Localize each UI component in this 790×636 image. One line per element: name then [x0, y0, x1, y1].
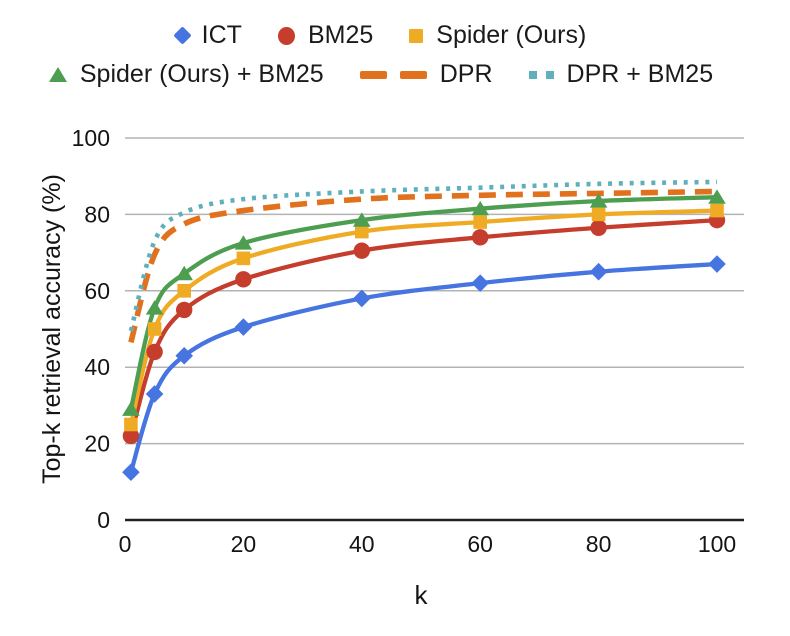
triangle-marker [471, 200, 489, 216]
dot-segment [545, 70, 554, 79]
legend-row-1: ICT BM25 Spider (Ours) [172, 21, 586, 50]
x-tick-label: 60 [467, 531, 493, 557]
legend-label: Spider (Ours) + BM25 [79, 60, 324, 88]
legend-item-dpr: DPR [359, 60, 493, 89]
legend-item-spider-ours: Spider (Ours) [409, 21, 586, 50]
triangle-icon [48, 67, 67, 82]
triangle-marker [234, 235, 253, 250]
square-marker [236, 251, 251, 266]
square-marker [355, 224, 369, 239]
series-line-ict [128, 261, 718, 473]
y-tick-label: 80 [84, 201, 110, 227]
diamond-marker [708, 255, 726, 273]
diamond-marker [175, 346, 193, 365]
square-marker [473, 215, 487, 229]
legend-item-ict: ICT [172, 21, 242, 50]
series-line-dpr-bm25 [128, 179, 718, 332]
diamond-marker [471, 274, 489, 292]
dashed-line-icon [359, 70, 427, 79]
circle-icon [277, 26, 295, 45]
dash-segment [399, 70, 427, 79]
triangle-marker [589, 193, 608, 208]
dot-segment [528, 70, 537, 79]
circle-marker [353, 242, 370, 259]
y-axis-title: Top-k retrieval accuracy (%) [38, 174, 66, 484]
triangle-marker [145, 300, 164, 315]
circle-marker [472, 229, 489, 246]
circle-marker [176, 301, 193, 319]
x-tick-label: 20 [231, 531, 257, 557]
dotted-line-icon [528, 70, 554, 79]
square-marker [710, 203, 724, 218]
circle-marker [235, 271, 252, 288]
square-marker [124, 417, 138, 432]
series-line-spider-ours-bm25 [128, 195, 718, 410]
diamond-marker [589, 262, 608, 281]
square-marker [147, 322, 162, 336]
diamond-icon [172, 26, 192, 45]
legend-item-dpr-bm25: DPR + BM25 [528, 60, 714, 89]
chart-legend: ICT BM25 Spider (Ours) Spider (Ours) + BM25… [0, 21, 776, 89]
y-tick-label: 0 [97, 507, 110, 533]
diamond-marker [234, 318, 253, 336]
x-tick-label: 100 [698, 531, 736, 557]
square-icon [409, 28, 424, 43]
legend-row-2: Spider (Ours) + BM25 DPR DPR + BM25 [48, 60, 714, 89]
legend-label: ICT [201, 21, 242, 49]
square-marker [177, 284, 191, 298]
legend-label: DPR [439, 60, 493, 88]
legend-item-spider-ours-bm25: Spider (Ours) + BM25 [48, 60, 324, 89]
y-tick-label: 20 [84, 431, 110, 457]
x-axis-title: k [415, 580, 429, 610]
x-tick-label: 80 [586, 531, 612, 557]
triangle-marker [353, 212, 371, 227]
diamond-marker [122, 463, 140, 482]
y-tick-label: 100 [72, 125, 110, 151]
circle-marker [146, 343, 163, 361]
legend-label: DPR + BM25 [566, 60, 714, 88]
triangle-marker [122, 401, 140, 416]
legend-label: BM25 [307, 21, 374, 49]
diamond-marker [353, 289, 371, 308]
x-tick-label: 40 [349, 531, 375, 557]
x-tick-label: 0 [119, 531, 132, 557]
square-marker [591, 207, 606, 222]
y-tick-label: 60 [84, 278, 110, 304]
dash-segment [359, 70, 387, 79]
series-line-dpr [128, 188, 718, 344]
triangle-marker [708, 189, 726, 204]
circle-marker [590, 219, 607, 236]
legend-label: Spider (Ours) [436, 21, 587, 49]
diamond-marker [145, 385, 164, 403]
circle-marker [122, 427, 140, 445]
legend-item-bm25: BM25 [277, 21, 374, 50]
y-tick-label: 40 [84, 354, 110, 380]
triangle-marker [175, 265, 193, 281]
